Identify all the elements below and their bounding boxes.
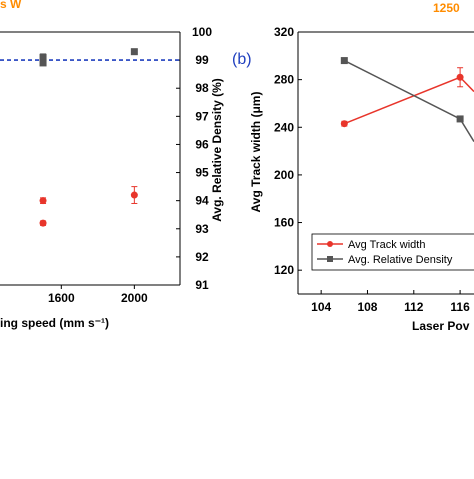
panel-a-x-axis-label: ing speed (mm s⁻¹) (0, 316, 109, 330)
panel-a-y-tick-label: 99 (195, 53, 209, 67)
panel-a-data-point (130, 191, 138, 199)
panel-a-x-tick-label: 1600 (48, 291, 75, 305)
legend-density-marker (327, 256, 333, 262)
panel-b-x-axis-label: Laser Pov (412, 319, 470, 333)
panel-a-data-point (130, 48, 138, 56)
panel-a-y-tick-label: 92 (195, 250, 209, 264)
panel-b-y-tick-label: 120 (274, 263, 294, 277)
panel-a-y-tick-label: 98 (195, 81, 209, 95)
panel-b-y-tick-label: 320 (274, 25, 294, 39)
panel-b-legend: Avg Track width Avg. Relative Density (311, 233, 474, 271)
panel-a-y-tick-label: 91 (195, 278, 209, 292)
panel-a-y-tick-label: 94 (195, 194, 209, 208)
panel-a-x-tick-label: 2000 (121, 291, 148, 305)
panel-a-plot-area: 91 92 93 94 95 96 97 98 99 100 1600 2000 (0, 25, 212, 305)
panel-b-data-point (456, 115, 464, 123)
legend-track-width-marker (327, 241, 333, 247)
panel-a: s W 91 92 93 94 95 96 97 98 99 100 1600 2000 ing sp… (0, 0, 224, 330)
panel-a-y-tick-label: 95 (195, 166, 209, 180)
panel-a-data-point (39, 219, 47, 227)
panel-a-data-point (39, 197, 47, 205)
panel-a-y-tick-label: 97 (195, 109, 209, 123)
panel-b-series-line (343, 59, 474, 142)
panel-a-y-axis-label: Avg. Relative Density (%) (210, 78, 224, 222)
panel-b-y-tick-label: 240 (274, 120, 294, 134)
panel-b-data-point (456, 73, 464, 81)
panel-b-y-tick-label: 160 (274, 216, 294, 230)
panel-b-data-point (340, 120, 348, 128)
panel-a-y-tick-label: 100 (192, 25, 212, 39)
panel-a-y-tick-label: 93 (195, 222, 209, 236)
panel-b-y-tick-label: 280 (274, 73, 294, 87)
panel-a-title: s W (0, 0, 22, 11)
panel-a-y-tick-label: 96 (195, 137, 209, 151)
panel-b-title: 1250 (433, 1, 460, 15)
panel-b-y-tick-label: 200 (274, 168, 294, 182)
panel-a-data-point (39, 59, 47, 67)
panel-b-data-point (340, 57, 348, 65)
panel-b-label: (b) (232, 51, 252, 68)
panel-b-y-axis-label: Avg Track width (μm) (249, 92, 263, 213)
panel-b-plot-area: 120 160 200 240 280 320 104 108 112 116 (274, 25, 474, 314)
panel-a-data-point (39, 53, 47, 61)
legend-frame (311, 233, 474, 271)
legend-track-width-label: Avg Track width (348, 239, 425, 251)
panel-b-x-tick-label: 112 (404, 300, 424, 314)
panel-b-x-tick-label: 104 (311, 300, 331, 314)
panel-b-x-tick-label: 116 (450, 300, 470, 314)
legend-density-label: Avg. Relative Density (348, 254, 453, 266)
panel-b-x-tick-label: 108 (357, 300, 377, 314)
